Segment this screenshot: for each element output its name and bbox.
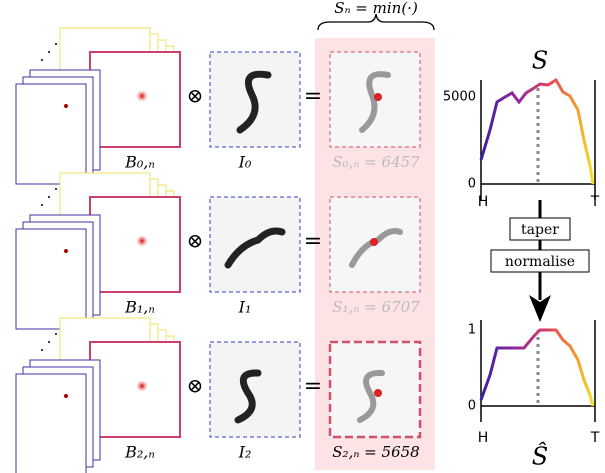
equals-op: = [304,374,322,399]
ellipsis-dot [48,196,50,198]
ellipsis-dot [41,204,43,206]
ellipsis-dot [48,341,50,343]
convolve-op: ⊗ [187,84,204,108]
y-tick-label: 1 [468,323,476,338]
step-label: normalise [505,254,575,270]
filter-front [90,197,180,292]
figure: Sₙ = min(·) B₀,ₙ ⊗ I₀ = S₀,ₙ = 6457 B₁,ₙ ⊗ I₁ = S… [0,0,605,473]
image-label: I₀ [238,153,252,172]
ellipsis-dot [41,59,43,61]
filter-dot [136,90,148,102]
result-dot [374,389,382,397]
filter-front [90,52,180,147]
ellipsis-dot [55,188,57,190]
filter-label: B₀,ₙ [124,153,155,172]
stack-frame [16,84,86,184]
x-label: H [478,430,489,446]
y-tick-label: 0 [468,177,476,192]
x-label: T [590,430,600,446]
filter-front [90,342,180,437]
filter-label: B₂,ₙ [124,443,155,462]
step-label: taper [521,222,559,238]
stack-frame [16,229,86,329]
stack-dot [64,249,68,253]
ellipsis-dot [55,43,57,45]
y-tick-label: 5000 [443,90,476,105]
plot-title: S [532,47,548,75]
ellipsis-dot [48,51,50,53]
score-label: S₀,ₙ = 6457 [332,153,420,171]
image-label: I₂ [238,443,252,462]
plot-title: Ŝ [532,442,548,471]
x-label: H [478,194,489,210]
equals-op: = [304,84,322,109]
image-box [210,342,300,437]
filter-dot [136,380,148,392]
result-dot [370,238,378,246]
ellipsis-dot [55,333,57,335]
convolve-op: ⊗ [187,229,204,253]
stack-frame [16,374,86,473]
min-formula: Sₙ = min(·) [334,0,418,17]
result-dot [374,93,382,101]
convolve-op: ⊗ [187,374,204,398]
ellipsis-dot [41,349,43,351]
stack-dot [64,394,68,398]
image-label: I₁ [238,298,252,317]
result-box [330,342,420,437]
y-tick-label: 0 [468,399,476,414]
filter-label: B₁,ₙ [124,298,155,317]
score-label: S₂,ₙ = 5658 [332,443,419,461]
equals-op: = [304,229,322,254]
score-label: S₁,ₙ = 6707 [332,298,420,316]
filter-dot [136,235,148,247]
stack-dot [64,104,68,108]
x-label: T [590,194,600,210]
